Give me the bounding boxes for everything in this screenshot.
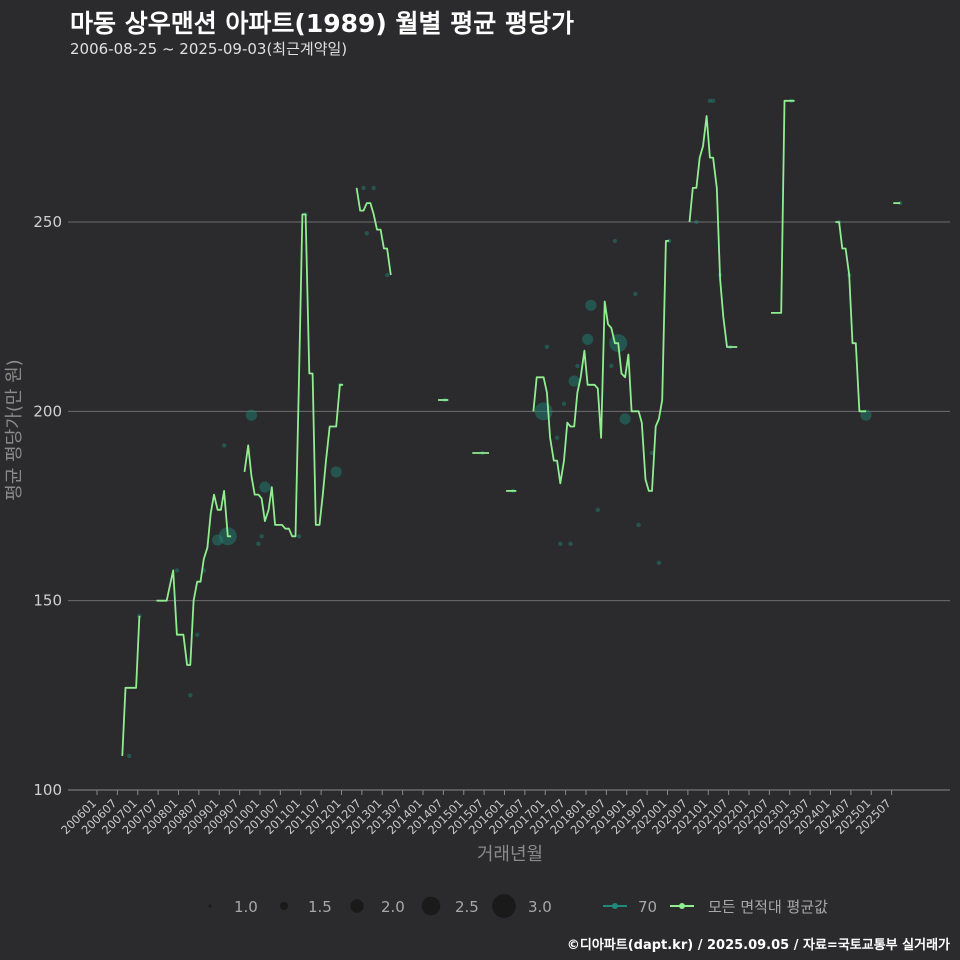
y-tick-label-200: 200 <box>33 402 62 420</box>
data-point-38 <box>619 413 631 425</box>
y-tick-label-100: 100 <box>33 781 62 799</box>
data-point-13 <box>296 534 302 539</box>
size-legend-dot-2.5 <box>421 896 441 916</box>
data-point-46 <box>710 98 716 104</box>
chart-subtitle: 2006-08-25 ~ 2025-09-03(최근계약일) <box>70 40 348 58</box>
credit-text: ©디아파트(dapt.kr) / 2025.09.05 / 자료=국토교통부 실… <box>566 938 950 953</box>
data-point-18 <box>364 231 369 236</box>
y-axis-label: 평균 평당가(만 원) <box>4 359 25 500</box>
size-legend-label-3.0: 3.0 <box>528 898 552 916</box>
data-point-44 <box>694 219 699 225</box>
average-line-segment-9 <box>771 99 795 314</box>
x-axis-label: 거래년월 <box>477 844 543 865</box>
average-line-segment-2 <box>243 213 344 538</box>
data-point-27 <box>558 541 563 547</box>
data-point-3 <box>188 693 193 698</box>
data-point-24 <box>534 402 553 421</box>
size-legend-label-2.5: 2.5 <box>455 898 479 916</box>
grid-lines <box>68 221 950 791</box>
legend-label-average: 모든 면적대 평균값 <box>708 898 828 916</box>
chart-title: 마동 상우맨션 아파트(1989) 월별 평균 평당가 <box>70 9 574 38</box>
data-point-9 <box>245 409 258 421</box>
data-point-0 <box>126 753 132 759</box>
data-point-32 <box>582 333 594 345</box>
data-point-43 <box>666 238 672 244</box>
data-point-35 <box>609 363 614 369</box>
average-line-segment-7 <box>532 240 670 492</box>
average-line-segment-8 <box>688 115 738 348</box>
data-point-20 <box>384 272 390 278</box>
data-point-34 <box>595 507 601 512</box>
data-point-30 <box>568 375 580 387</box>
data-point-25 <box>544 344 550 350</box>
y-axis-ticks: 100 150 200 250 <box>33 213 62 799</box>
y-tick-label-150: 150 <box>33 592 62 610</box>
data-point-6 <box>212 534 224 546</box>
size-legend-dot-3.0 <box>492 894 516 918</box>
data-point-28 <box>561 401 567 406</box>
data-point-33 <box>585 299 597 311</box>
y-tick-label-250: 250 <box>33 213 62 231</box>
average-line-segment-10 <box>835 221 866 413</box>
x-axis-ticks: 2006012006072007012007072008012008072009… <box>58 790 894 837</box>
data-point-29 <box>568 541 573 547</box>
data-point-15 <box>330 466 342 478</box>
data-point-12 <box>259 481 271 493</box>
size-legend-label-2.0: 2.0 <box>381 898 405 916</box>
data-point-26 <box>554 435 560 441</box>
legend-key-70-dot <box>612 903 618 909</box>
data-point-45 <box>707 98 713 104</box>
data-point-17 <box>361 185 366 191</box>
average-line-segment-1 <box>156 490 232 666</box>
size-legend-dot-2.0 <box>350 899 364 913</box>
data-point-2 <box>174 568 180 573</box>
data-point-40 <box>636 522 641 528</box>
data-point-7 <box>221 443 227 448</box>
data-point-10 <box>256 541 261 547</box>
average-lines <box>121 99 901 756</box>
data-point-41 <box>649 450 655 456</box>
data-point-42 <box>656 560 662 565</box>
average-line-segment-3 <box>355 187 392 276</box>
data-point-11 <box>259 534 264 539</box>
size-legend: 1.0 1.5 2.0 2.5 3.0 <box>208 894 552 918</box>
data-point-39 <box>633 291 638 297</box>
legend-key-average-dot <box>679 903 685 909</box>
data-point-19 <box>371 185 376 191</box>
legend-label-70: 70 <box>638 898 657 916</box>
data-point-31 <box>575 363 580 369</box>
size-legend-label-1.0: 1.0 <box>234 898 258 916</box>
data-point-52 <box>860 409 872 421</box>
color-legend: 70 모든 면적대 평균값 <box>603 898 828 916</box>
data-point-4 <box>195 632 200 637</box>
size-legend-label-1.5: 1.5 <box>308 898 332 916</box>
data-point-36 <box>612 238 618 244</box>
size-legend-dot-1.5 <box>279 901 289 911</box>
scatter-points <box>126 98 903 759</box>
average-line-segment-0 <box>121 615 141 756</box>
size-legend-dot-1.0 <box>208 904 212 908</box>
